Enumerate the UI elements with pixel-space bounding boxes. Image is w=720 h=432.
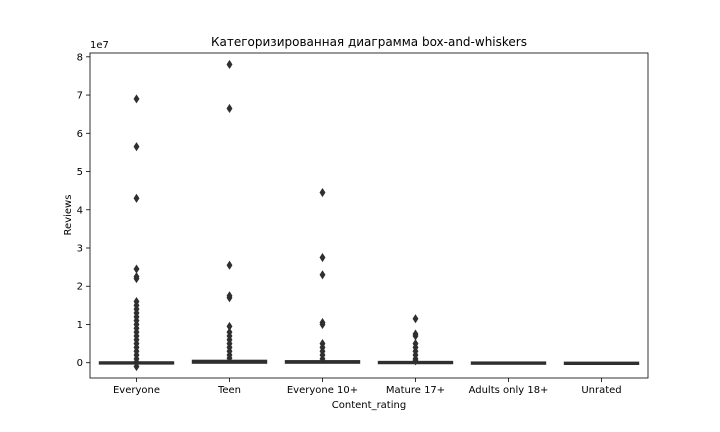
outlier-point bbox=[226, 59, 233, 70]
x-tick-label: Unrated bbox=[581, 385, 621, 396]
outlier-point bbox=[133, 264, 140, 274]
outlier-point bbox=[319, 253, 326, 263]
outlier-point bbox=[226, 321, 233, 331]
box-group bbox=[191, 59, 268, 364]
x-tick-label: Mature 17+ bbox=[386, 385, 445, 396]
x-tick-label: Adults only 18+ bbox=[469, 385, 549, 396]
outlier-point bbox=[412, 339, 419, 349]
y-tick-label: 7 bbox=[77, 91, 83, 102]
y-tick-label: 5 bbox=[77, 167, 83, 178]
outlier-point bbox=[226, 291, 233, 301]
y-scale-label: 1e7 bbox=[90, 40, 109, 51]
y-tick-label: 0 bbox=[77, 358, 83, 369]
box-group bbox=[284, 188, 361, 364]
box-group bbox=[377, 314, 454, 366]
y-tick-label: 6 bbox=[77, 129, 83, 140]
plot-area bbox=[98, 59, 640, 372]
outlier-point bbox=[226, 327, 233, 337]
x-axis-label: Content_rating bbox=[332, 400, 406, 411]
outlier-point bbox=[133, 94, 140, 104]
outlier-point bbox=[133, 142, 140, 152]
outlier-point bbox=[133, 272, 140, 282]
outlier-point bbox=[133, 296, 140, 307]
y-axis-label: Reviews bbox=[63, 195, 74, 236]
x-tick-label: Teen bbox=[217, 385, 241, 396]
y-tick-label: 1 bbox=[77, 320, 83, 331]
y-tick-label: 3 bbox=[77, 244, 83, 255]
outlier-point bbox=[319, 318, 326, 328]
x-tick-label: Everyone 10+ bbox=[287, 385, 358, 396]
outlier-point bbox=[412, 314, 419, 324]
outlier-point bbox=[226, 103, 233, 113]
y-tick-label: 8 bbox=[77, 52, 83, 63]
box-group bbox=[470, 361, 547, 365]
y-tick-label: 2 bbox=[77, 282, 83, 293]
box-group bbox=[563, 361, 640, 366]
axes-frame bbox=[89, 52, 649, 379]
box-group bbox=[98, 94, 175, 372]
chart-title: Категоризированная диаграмма box-and-whi… bbox=[211, 35, 527, 49]
outlier-point bbox=[226, 260, 233, 270]
y-tick-label: 4 bbox=[77, 205, 83, 216]
outlier-point bbox=[319, 188, 326, 198]
outlier-point bbox=[412, 329, 419, 339]
outlier-point bbox=[319, 270, 326, 280]
outlier-point bbox=[133, 193, 140, 203]
x-tick-label: Everyone bbox=[113, 385, 160, 396]
outlier-point bbox=[319, 339, 326, 349]
outlier-point bbox=[133, 361, 140, 372]
